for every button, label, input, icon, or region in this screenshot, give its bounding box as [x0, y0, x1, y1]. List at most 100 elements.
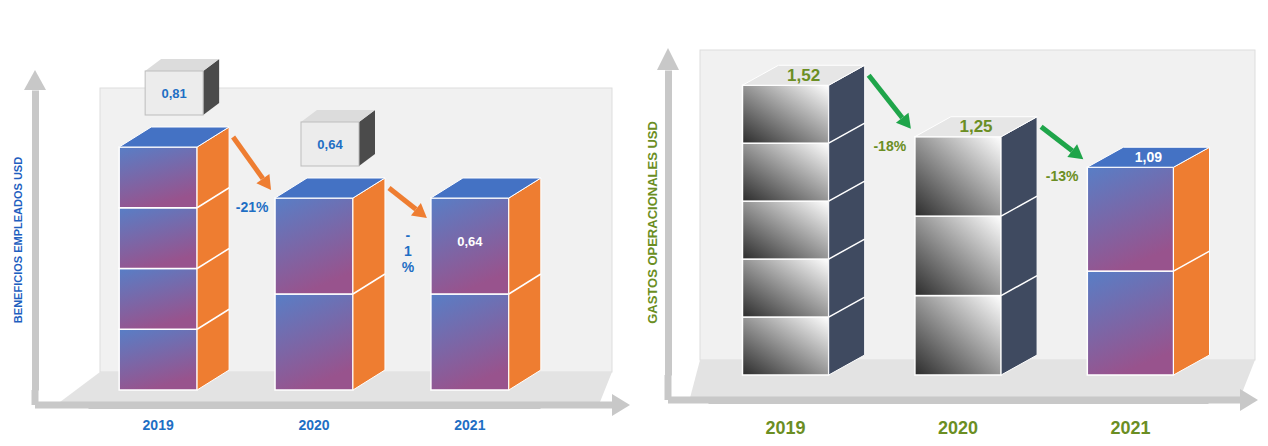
- trend-arrow-head: [256, 174, 271, 190]
- cube-face: [119, 269, 197, 330]
- bars: [742, 65, 1209, 375]
- label-cube-top: [301, 110, 375, 122]
- data-label: 1,52: [787, 66, 820, 85]
- cube-face: [742, 317, 828, 375]
- x-axis: 2019 2020 2021: [89, 406, 541, 434]
- x-axis-arrowhead: [1240, 389, 1258, 411]
- bar-top: [119, 127, 229, 147]
- change-annotation: -13%: [1046, 168, 1079, 184]
- cube-face: [742, 259, 828, 317]
- change-annotation: -1%: [402, 227, 415, 275]
- y-axis: [668, 71, 669, 376]
- cube-divider: [1001, 276, 1037, 296]
- cube-face: [431, 198, 509, 294]
- change-annotation: -18%: [873, 138, 906, 154]
- cube-face: [742, 143, 828, 201]
- trend-arrow-shaft: [869, 75, 903, 117]
- cube-face: [742, 201, 828, 259]
- x-axis-arrowhead: [612, 394, 630, 416]
- y-axis: [35, 91, 36, 391]
- x-tick: 2021: [454, 417, 485, 433]
- bar-top: [275, 178, 385, 198]
- label-cube-top: [145, 59, 219, 71]
- y-axis-title: GASTOS OPERACIONALES USD: [645, 121, 660, 324]
- cube-divider: [197, 309, 229, 329]
- x-axis: 2019 2020 2021: [709, 401, 1209, 439]
- cube-divider: [1174, 251, 1210, 271]
- bar: [915, 137, 1001, 375]
- y-axis-line: [32, 91, 39, 391]
- chart-panel: 2019 2020 2021 BENEFICIOS EMPLEADOS USD 0,81…: [12, 59, 630, 433]
- bar-side: [829, 65, 865, 375]
- trend-arrow-shaft: [1041, 127, 1072, 151]
- x-tick-label: 2019: [143, 417, 174, 433]
- cube-face: [742, 85, 828, 143]
- x-tick: 2019: [143, 417, 174, 433]
- cube-face: [119, 208, 197, 269]
- cube-divider: [829, 123, 865, 143]
- bar-side: [197, 127, 229, 390]
- x-tick: 2020: [298, 417, 329, 433]
- x-tick-label: 2020: [938, 418, 978, 438]
- x-axis-line: [709, 397, 1209, 404]
- cube-divider: [829, 181, 865, 201]
- data-label: 1,09: [1135, 149, 1162, 165]
- x-tick-label: 2021: [1110, 418, 1150, 438]
- cube-face: [431, 294, 509, 390]
- data-label: 0,64: [317, 137, 343, 152]
- cube-divider: [1001, 196, 1037, 216]
- data-label: 1,25: [959, 117, 992, 136]
- x-tick-label: 2021: [454, 417, 485, 433]
- y-axis-arrow: [665, 375, 672, 400]
- y-axis-arrowhead: [657, 48, 679, 70]
- cube-face: [915, 216, 1001, 295]
- change-annotation: -21%: [236, 199, 269, 215]
- trend-arrow-head: [1067, 144, 1083, 159]
- cube-face: [1087, 167, 1173, 271]
- texts: 1,52 1,25 1,09 -18% -13%: [787, 66, 1162, 184]
- bar-side: [509, 178, 541, 390]
- bar-side: [1001, 117, 1037, 375]
- bar-side: [1174, 147, 1210, 375]
- cube-face: [119, 147, 197, 208]
- trend-arrow-head: [896, 113, 911, 129]
- bar: [119, 147, 197, 390]
- cube-face: [119, 329, 197, 390]
- cube-divider: [829, 239, 865, 259]
- data-label: 0,64: [457, 234, 483, 249]
- x-tick: 2021: [1110, 418, 1150, 438]
- x-tick: 2020: [938, 418, 978, 438]
- cube-face: [275, 294, 353, 390]
- bar-top: [431, 178, 541, 198]
- y-axis-title: BENEFICIOS EMPLEADOS USD: [12, 157, 24, 323]
- x-axis-arrow: [668, 397, 1240, 404]
- bar-top: [915, 117, 1037, 137]
- bar-side: [353, 178, 385, 390]
- trend-arrow-shaft: [389, 188, 416, 209]
- cube-divider: [829, 297, 865, 317]
- bar: [431, 198, 509, 390]
- cube-divider: [509, 274, 541, 294]
- bar-top: [742, 65, 864, 85]
- figure: 2019 2020 2021 BENEFICIOS EMPLEADOS USD 0,81…: [0, 0, 1268, 446]
- x-tick-label: 2019: [766, 418, 806, 438]
- x-tick-label: 2020: [298, 417, 329, 433]
- trend-arrow-shaft: [233, 137, 263, 179]
- bar: [1087, 167, 1173, 375]
- cube-face: [1087, 271, 1173, 375]
- cube-divider: [197, 249, 229, 269]
- trend-arrow-head: [411, 203, 427, 218]
- y-axis-line: [665, 71, 672, 376]
- data-label: 0,81: [161, 86, 186, 101]
- label-cube-front: [145, 71, 203, 115]
- cube-divider: [197, 188, 229, 208]
- x-tick: 2019: [766, 418, 806, 438]
- cube-face: [275, 198, 353, 294]
- x-axis-line: [89, 402, 541, 409]
- bar-top: [1087, 147, 1209, 167]
- cube-divider: [353, 274, 385, 294]
- bar: [742, 85, 828, 375]
- y-axis-arrowhead: [24, 70, 46, 90]
- label-cube-front: [301, 122, 359, 166]
- cube-face: [915, 137, 1001, 216]
